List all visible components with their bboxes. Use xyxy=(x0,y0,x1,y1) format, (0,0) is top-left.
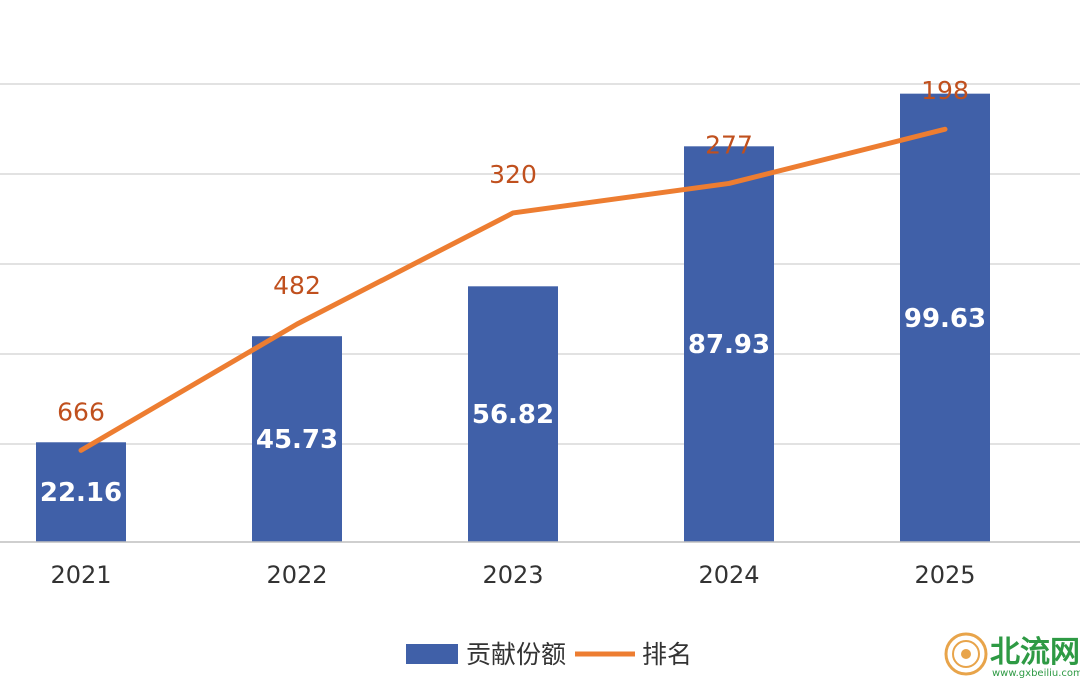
bar-data-labels: 22.16 45.73 56.82 87.93 99.63 xyxy=(40,304,986,508)
bar-value-label: 87.93 xyxy=(688,330,770,360)
rank-value-label: 666 xyxy=(57,397,105,426)
bar-value-label: 22.16 xyxy=(40,478,122,508)
x-axis-ticks: 2021 2022 2023 2024 2025 xyxy=(50,561,975,589)
x-tick-label: 2024 xyxy=(698,561,759,589)
bar xyxy=(900,93,990,542)
legend-line-label: 排名 xyxy=(642,640,692,669)
watermark-text: 北流网 xyxy=(990,635,1080,670)
bar-value-label: 99.63 xyxy=(904,304,986,334)
line-data-labels: 666 482 320 277 198 xyxy=(57,76,969,426)
line-series xyxy=(78,126,948,453)
legend-bar-swatch xyxy=(406,644,458,664)
x-tick-label: 2021 xyxy=(50,561,111,589)
x-tick-label: 2022 xyxy=(266,561,327,589)
bar xyxy=(468,286,558,542)
bar xyxy=(684,146,774,542)
watermark: 北流网 www.gxbeiliu.com.cn xyxy=(944,632,1080,679)
bar-series xyxy=(36,93,990,542)
rank-value-label: 482 xyxy=(273,271,321,300)
bar-value-label: 45.73 xyxy=(256,425,338,455)
watermark-url: www.gxbeiliu.com.cn xyxy=(992,668,1080,679)
bar xyxy=(36,442,126,542)
bar-value-label: 56.82 xyxy=(472,400,554,430)
bar xyxy=(252,336,342,542)
rank-value-label: 277 xyxy=(705,130,753,159)
rank-value-label: 320 xyxy=(489,160,537,189)
legend-bar-label: 贡献份额 xyxy=(466,640,566,669)
x-tick-label: 2025 xyxy=(914,561,975,589)
rank-value-label: 198 xyxy=(921,76,969,105)
watermark-seal-icon xyxy=(944,632,988,676)
legend: 贡献份额 排名 xyxy=(406,640,692,669)
x-tick-label: 2023 xyxy=(482,561,543,589)
